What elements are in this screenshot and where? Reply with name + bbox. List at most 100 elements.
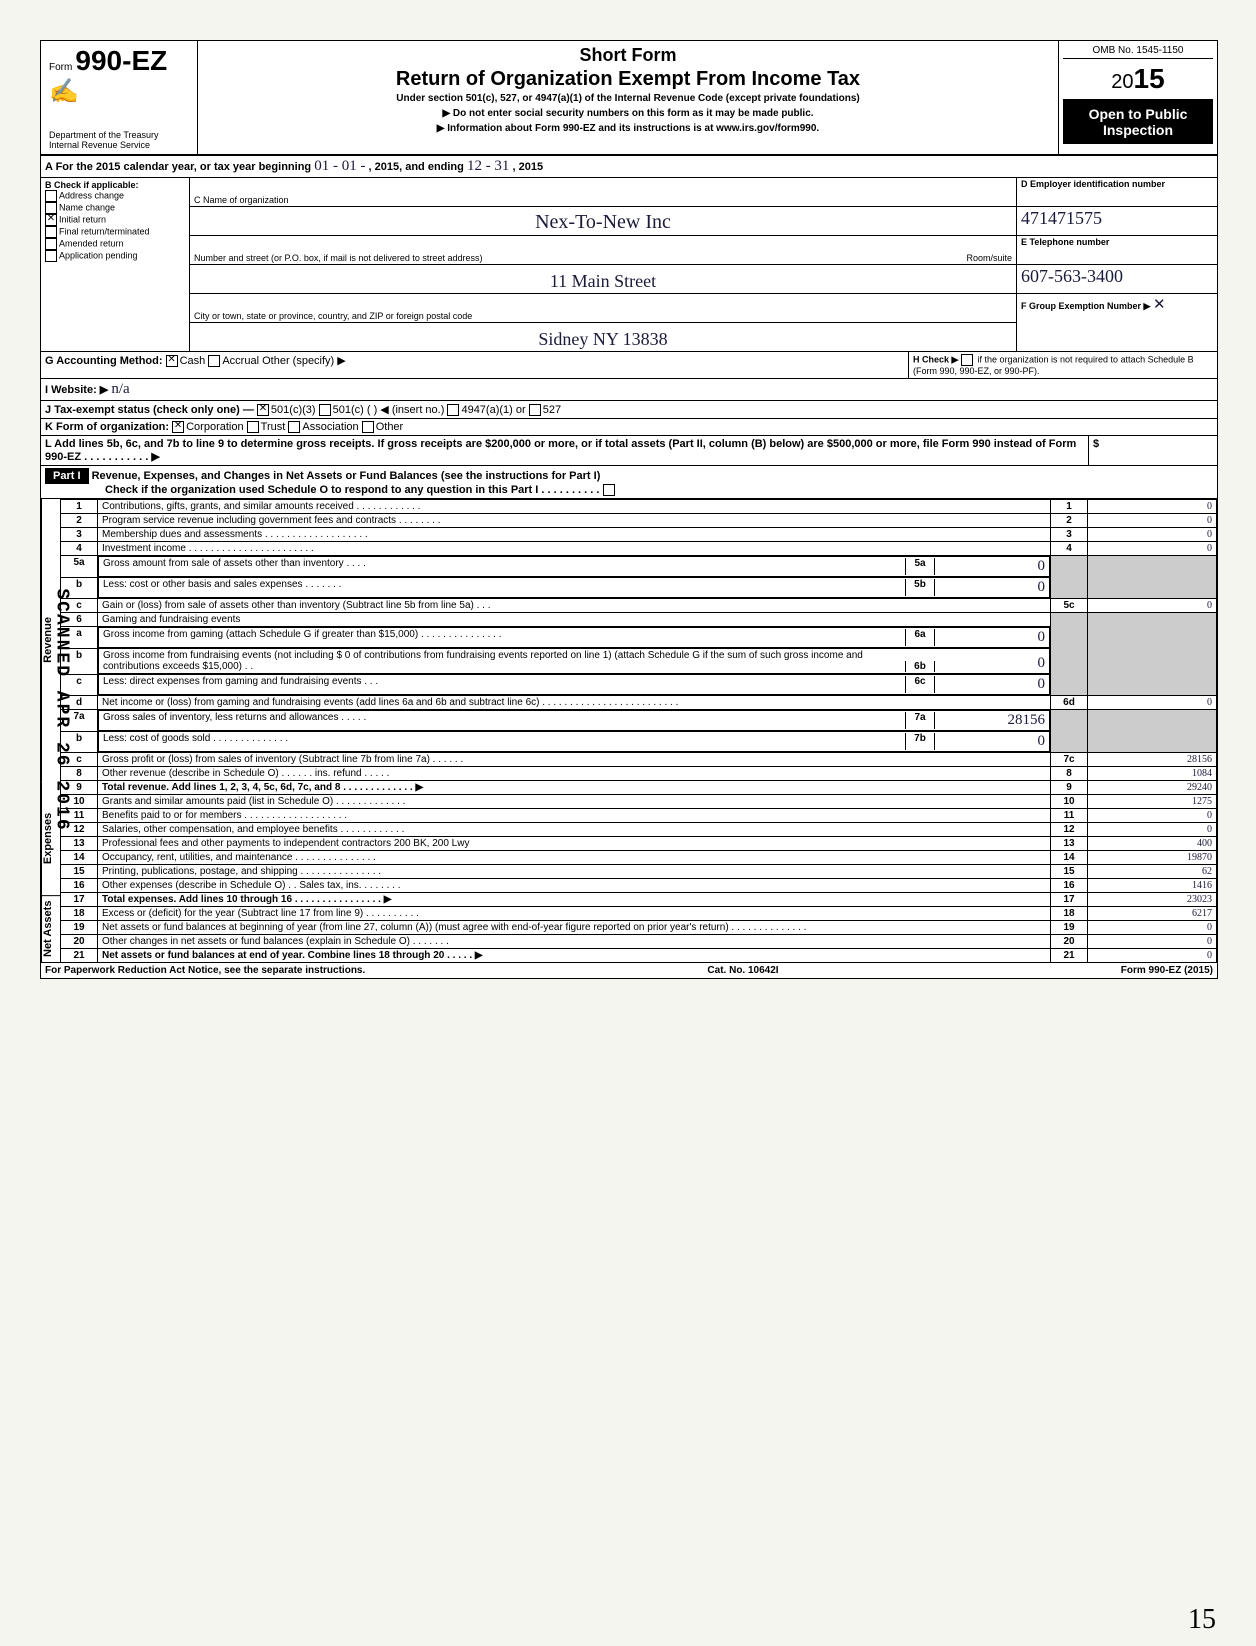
part1-body: Revenue Expenses Net Assets 1Contributio… (41, 499, 1217, 963)
i-label: I Website: ▶ (45, 384, 108, 396)
tax-year: 2015 (1063, 59, 1213, 100)
l-text: L Add lines 5b, 6c, and 7b to line 9 to … (45, 438, 1076, 463)
line-9: 9Total revenue. Add lines 1, 2, 3, 4, 5c… (61, 781, 1217, 795)
k-row: K Form of organization: ✕Corporation Tru… (41, 419, 1217, 436)
line-19: 19Net assets or fund balances at beginni… (61, 921, 1217, 935)
cb-other-org[interactable] (362, 421, 374, 433)
line-6c: cLess: direct expenses from gaming and f… (61, 674, 1217, 696)
warn-info: ▶ Information about Form 990-EZ and its … (206, 123, 1050, 134)
cb-501c[interactable] (319, 404, 331, 416)
part1-label: Part I (45, 468, 89, 484)
cb-schedule-o[interactable] (603, 484, 615, 496)
line-6b: bGross income from fundraising events (n… (61, 648, 1217, 674)
line-6: 6Gaming and fundraising events (61, 613, 1217, 627)
i-row: I Website: ▶ n/a (41, 379, 1217, 401)
line-18: 18Excess or (deficit) for the year (Subt… (61, 907, 1217, 921)
dept-irs: Internal Revenue Service (49, 140, 189, 150)
line-1: 1Contributions, gifts, grants, and simil… (61, 500, 1217, 514)
section-a-end2: , 2015 (513, 161, 544, 173)
form-number-cell: Form 990-EZ ✍ Department of the Treasury… (41, 41, 198, 154)
cb-cash[interactable]: ✕ (166, 355, 178, 367)
line-11: 11Benefits paid to or for members . . . … (61, 809, 1217, 823)
short-form-label: Short Form (206, 45, 1050, 66)
city-label: City or town, state or province, country… (194, 311, 472, 321)
form-footer: For Paperwork Reduction Act Notice, see … (41, 963, 1217, 978)
j-insert: ) ◀ (insert no.) (374, 404, 445, 416)
line-5a: 5aGross amount from sale of assets other… (61, 556, 1217, 578)
street-label: Number and street (or P.O. box, if mail … (194, 253, 482, 263)
page-number: 15 (1188, 1604, 1216, 1636)
cb-trust[interactable] (247, 421, 259, 433)
part1-title: Revenue, Expenses, and Changes in Net As… (92, 470, 601, 482)
org-city: Sidney NY 13838 (538, 329, 667, 350)
g-cash: Cash (180, 355, 206, 367)
side-net-assets: Net Assets (41, 896, 60, 963)
e-label: E Telephone number (1021, 237, 1109, 247)
omb-number: OMB No. 1545-1150 (1063, 45, 1213, 59)
right-header: OMB No. 1545-1150 2015 Open to Public In… (1059, 41, 1217, 154)
line-10: 10Grants and similar amounts paid (list … (61, 795, 1217, 809)
ein: 471471575 (1021, 208, 1102, 228)
opt-address-change: Address change (59, 190, 124, 200)
opt-final-return: Final return/terminated (59, 226, 150, 236)
j-c: 501(c) ( (333, 404, 371, 416)
l-amount-label: $ (1093, 438, 1099, 450)
cb-final-return[interactable] (45, 226, 57, 238)
k-trust: Trust (261, 421, 286, 433)
j-4947: 4947(a)(1) or (461, 404, 525, 416)
line-15: 15Printing, publications, postage, and s… (61, 865, 1217, 879)
line-5b: bLess: cost or other basis and sales exp… (61, 577, 1217, 599)
f-label: F Group Exemption Number ▶ (1021, 301, 1150, 311)
line-16: 16Other expenses (describe in Schedule O… (61, 879, 1217, 893)
cb-initial-return[interactable]: ✕ (45, 214, 57, 226)
g-accrual: Accrual (222, 355, 259, 367)
opt-app-pending: Application pending (59, 250, 138, 260)
line-8: 8Other revenue (describe in Schedule O) … (61, 767, 1217, 781)
line-2: 2Program service revenue including gover… (61, 514, 1217, 528)
line-17: 17Total expenses. Add lines 10 through 1… (61, 893, 1217, 907)
form-990ez: Form 990-EZ ✍ Department of the Treasury… (40, 40, 1218, 979)
tax-year-begin: 01 - 01 - (314, 158, 365, 174)
j-527: 527 (543, 404, 561, 416)
org-name: Nex-To-New Inc (535, 211, 671, 234)
g-label: G Accounting Method: (45, 355, 163, 367)
section-b: B Check if applicable: Address change Na… (41, 178, 190, 351)
cb-assoc[interactable] (288, 421, 300, 433)
k-other: Other (376, 421, 404, 433)
k-assoc: Association (302, 421, 358, 433)
d-label: D Employer identification number (1021, 179, 1165, 189)
line-6a: aGross income from gaming (attach Schedu… (61, 627, 1217, 649)
line-7c: cGross profit or (loss) from sales of in… (61, 753, 1217, 767)
line-7a: 7aGross sales of inventory, less returns… (61, 710, 1217, 732)
tax-year-end: 12 - 31 (467, 158, 510, 174)
cb-address-change[interactable] (45, 190, 57, 202)
section-c: C Name of organization Nex-To-New Inc Nu… (190, 178, 1017, 351)
section-b-label: B Check if applicable: (45, 180, 139, 190)
footer-mid: Cat. No. 10642I (707, 965, 778, 976)
line-21: 21Net assets or fund balances at end of … (61, 949, 1217, 963)
side-expenses: Expenses (41, 782, 60, 896)
dept-treasury: Department of the Treasury (49, 130, 189, 140)
form-number: 990-EZ (75, 45, 167, 76)
group-exemption: ✕ (1153, 297, 1166, 313)
cb-527[interactable] (529, 404, 541, 416)
cb-amended[interactable] (45, 238, 57, 250)
opt-name-change: Name change (59, 202, 115, 212)
room-label: Room/suite (966, 253, 1012, 263)
cb-4947[interactable] (447, 404, 459, 416)
form-header: Form 990-EZ ✍ Department of the Treasury… (41, 41, 1217, 156)
part1-header-row: Part I Revenue, Expenses, and Changes in… (41, 466, 1217, 499)
section-a-label: A For the 2015 calendar year, or tax yea… (45, 161, 311, 173)
cb-accrual[interactable] (208, 355, 220, 367)
k-corp: Corporation (186, 421, 243, 433)
l-row: L Add lines 5b, 6c, and 7b to line 9 to … (41, 436, 1217, 466)
cb-app-pending[interactable] (45, 250, 57, 262)
side-revenue: Revenue (41, 499, 60, 782)
cb-schedule-b[interactable] (961, 354, 973, 366)
cb-corp[interactable]: ✕ (172, 421, 184, 433)
cb-501c3[interactable]: ✕ (257, 404, 269, 416)
j-c3: 501(c)(3) (271, 404, 316, 416)
k-label: K Form of organization: (45, 421, 169, 433)
line-5c: cGain or (loss) from sale of assets othe… (61, 599, 1217, 613)
g-h-row: G Accounting Method: ✕Cash Accrual Other… (41, 352, 1217, 379)
